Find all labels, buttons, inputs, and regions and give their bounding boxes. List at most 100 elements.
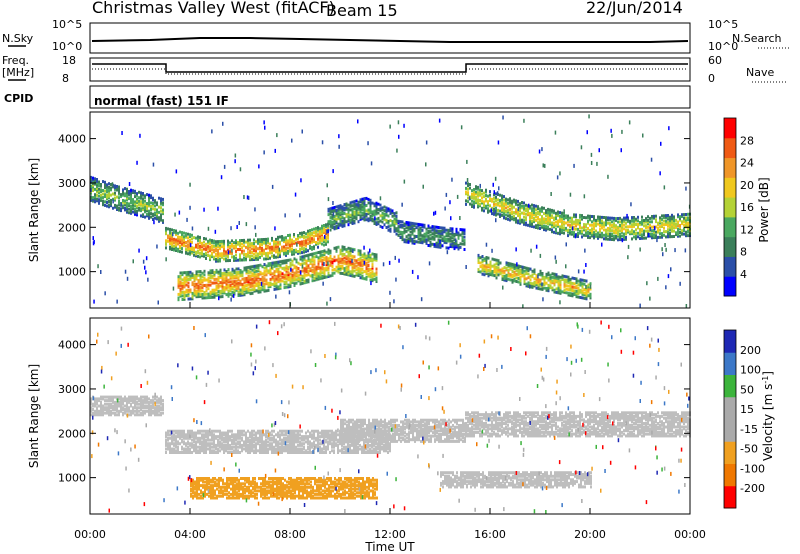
power-cell bbox=[305, 248, 307, 252]
power-cell bbox=[277, 260, 280, 264]
power-cell bbox=[543, 217, 545, 221]
power-cell bbox=[533, 207, 535, 211]
power-cell bbox=[233, 281, 236, 285]
velocity-cell bbox=[108, 397, 110, 401]
power-cell bbox=[122, 191, 124, 195]
power-cell bbox=[477, 259, 480, 263]
velocity-cell bbox=[259, 443, 261, 447]
velocity-cell bbox=[130, 399, 132, 403]
power-noise-cell bbox=[539, 253, 542, 258]
power-cell bbox=[239, 248, 241, 251]
power-cell bbox=[521, 201, 523, 204]
power-noise-cell bbox=[555, 259, 557, 264]
velocity-cell bbox=[102, 413, 104, 417]
power-cell bbox=[489, 204, 491, 208]
power-cell bbox=[685, 232, 687, 236]
power-cell bbox=[453, 241, 456, 245]
power-cell bbox=[367, 272, 370, 276]
velocity-cell bbox=[181, 447, 183, 451]
velocity-cell bbox=[217, 447, 219, 451]
power-cell bbox=[425, 241, 428, 245]
power-noise-cell bbox=[428, 261, 431, 266]
velocity-cell bbox=[187, 445, 189, 449]
power-cell bbox=[249, 285, 252, 288]
power-cell bbox=[501, 199, 503, 203]
power-cell bbox=[255, 249, 257, 252]
power-cell bbox=[285, 285, 288, 289]
power-cell bbox=[391, 220, 394, 223]
power-cell bbox=[439, 231, 442, 235]
power-cell bbox=[593, 225, 595, 229]
power-cell bbox=[605, 219, 607, 223]
power-cell bbox=[339, 220, 342, 224]
velocity-cell bbox=[165, 442, 167, 446]
power-cell bbox=[203, 244, 205, 248]
power-cell bbox=[259, 288, 262, 292]
velocity-cell bbox=[144, 400, 146, 404]
power-cell bbox=[669, 222, 671, 226]
power-cell bbox=[467, 193, 469, 196]
power-cell bbox=[563, 222, 565, 226]
power-cell bbox=[411, 241, 414, 245]
power-cell bbox=[405, 222, 408, 226]
power-cell bbox=[199, 241, 201, 245]
power-noise-cell bbox=[444, 206, 446, 211]
power-cell bbox=[281, 279, 284, 283]
velocity-cell bbox=[197, 451, 199, 454]
power-cell bbox=[335, 210, 338, 214]
power-noise-cell bbox=[157, 300, 159, 305]
velocity-cell bbox=[154, 406, 156, 410]
power-cell bbox=[557, 222, 559, 226]
power-cell bbox=[337, 210, 340, 214]
power-cell bbox=[329, 251, 332, 255]
power-cell bbox=[333, 222, 336, 225]
power-cell bbox=[335, 265, 338, 269]
power-cell bbox=[271, 238, 273, 242]
power-cell bbox=[319, 254, 322, 257]
power-cell bbox=[551, 223, 553, 227]
power-cell bbox=[503, 216, 505, 220]
power-cell bbox=[205, 296, 208, 300]
power-cell bbox=[251, 291, 254, 295]
velocity-cell bbox=[253, 445, 255, 449]
power-cell bbox=[609, 234, 611, 238]
velocity-cell bbox=[114, 400, 116, 404]
power-cell bbox=[459, 245, 462, 249]
power-cell bbox=[289, 262, 292, 265]
velocity-cell bbox=[167, 431, 169, 435]
power-cell bbox=[551, 281, 554, 285]
power-noise-cell bbox=[153, 220, 155, 225]
power-cell bbox=[233, 246, 235, 250]
velocity-cell bbox=[217, 438, 219, 442]
power-cell bbox=[283, 261, 286, 265]
power-cell bbox=[319, 275, 322, 279]
velocity-cell bbox=[150, 409, 152, 413]
power-cell bbox=[585, 297, 588, 301]
velocity-cell bbox=[233, 449, 235, 453]
power-cell bbox=[120, 193, 122, 197]
power-cell bbox=[355, 215, 358, 219]
power-cell bbox=[265, 245, 267, 248]
power-cell bbox=[539, 280, 542, 284]
power-cell bbox=[277, 244, 279, 248]
velocity-cell bbox=[118, 400, 120, 404]
power-cell bbox=[265, 241, 267, 245]
power-cell bbox=[253, 256, 255, 260]
power-cell bbox=[375, 223, 378, 226]
power-cell bbox=[265, 273, 268, 277]
power-cell bbox=[581, 230, 583, 233]
power-cell bbox=[335, 205, 338, 209]
power-cell bbox=[375, 201, 378, 205]
power-cell bbox=[189, 249, 191, 253]
power-cell bbox=[307, 231, 309, 235]
power-cell bbox=[255, 278, 258, 282]
velocity-cell bbox=[259, 436, 261, 440]
power-cell bbox=[339, 257, 342, 261]
power-cell bbox=[335, 217, 338, 221]
power-cell bbox=[138, 208, 140, 212]
power-cell bbox=[257, 267, 260, 271]
power-cell bbox=[597, 219, 599, 222]
power-cell bbox=[443, 239, 446, 243]
power-cell bbox=[193, 279, 196, 283]
